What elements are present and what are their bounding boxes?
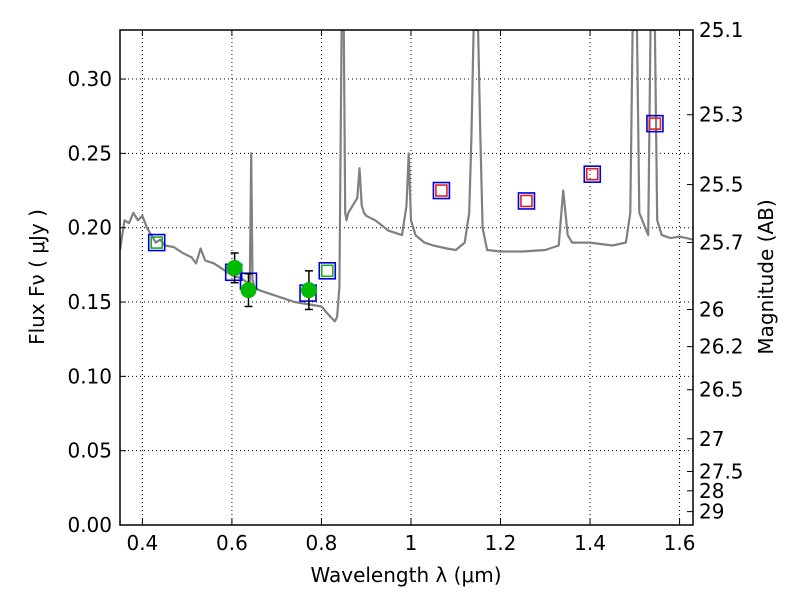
photometry-square — [648, 117, 662, 130]
spectrum-line — [120, 30, 693, 323]
y-tick-label: 0.00 — [67, 513, 112, 537]
plot-frame — [119, 29, 694, 526]
photometry-square — [147, 233, 166, 252]
x-tick-label: 0.8 — [306, 531, 338, 555]
y-tick-label: 0.20 — [67, 216, 112, 240]
photometry-square — [320, 264, 334, 278]
photometry-square — [646, 114, 664, 133]
grid — [120, 30, 693, 526]
y-tick-label: 0.10 — [67, 364, 112, 388]
x-tick-label: 0.6 — [216, 531, 248, 555]
photometry-square — [432, 181, 451, 200]
magnitude-tick-label: 26.2 — [699, 335, 744, 359]
magnitude-tick-label: 28 — [699, 479, 724, 503]
x-tick-label: 1.6 — [664, 531, 696, 555]
photometry-square — [520, 194, 533, 208]
photometry-square — [150, 236, 164, 249]
photometry-square — [517, 192, 536, 210]
y-tick-label: 0.30 — [67, 67, 112, 91]
photometry-square — [585, 167, 599, 181]
x-tick-label: 1.4 — [574, 531, 606, 555]
magnitude-tick-label: 25.5 — [699, 173, 744, 197]
y-tick-label: 0.05 — [67, 439, 112, 463]
y-tick-label: 0.15 — [67, 290, 112, 314]
x-tick-label: 0.4 — [126, 531, 158, 555]
magnitude-tick-label: 27.5 — [699, 459, 744, 483]
magnitude-tick-label: 27 — [699, 427, 724, 451]
y-tick-label: 0.25 — [67, 141, 112, 165]
magnitude-axis-label: Magnitude (AB) — [754, 199, 778, 354]
x-tick-label: 1.2 — [485, 531, 517, 555]
measurement-point — [226, 259, 243, 276]
magnitude-tick-label: 25.1 — [699, 18, 744, 42]
magnitude-tick-label: 29 — [699, 500, 724, 524]
x-axis-label: Wavelength λ (μm) — [310, 563, 501, 587]
magnitude-tick-label: 25.7 — [699, 231, 744, 255]
plot-area — [120, 30, 693, 323]
photometry-square — [583, 165, 602, 183]
measurement-point — [240, 282, 257, 299]
x-tick-label: 1 — [405, 531, 418, 555]
magnitude-tick-label: 26.5 — [699, 378, 744, 402]
photometry-square — [318, 262, 337, 280]
ticks: 0.4 0.6 0.8 1 1.2 1.4 1.6 0.00 0.05 0.10 0.15 0.20 0… — [67, 18, 743, 555]
y-axis-label: Flux Fν ( μJy ) — [25, 209, 49, 345]
series-group — [120, 30, 693, 323]
magnitude-tick-label: 26 — [699, 297, 724, 321]
magnitude-tick-label: 25.3 — [699, 103, 744, 127]
photometry-square — [435, 184, 448, 197]
measurement-point — [300, 282, 317, 299]
